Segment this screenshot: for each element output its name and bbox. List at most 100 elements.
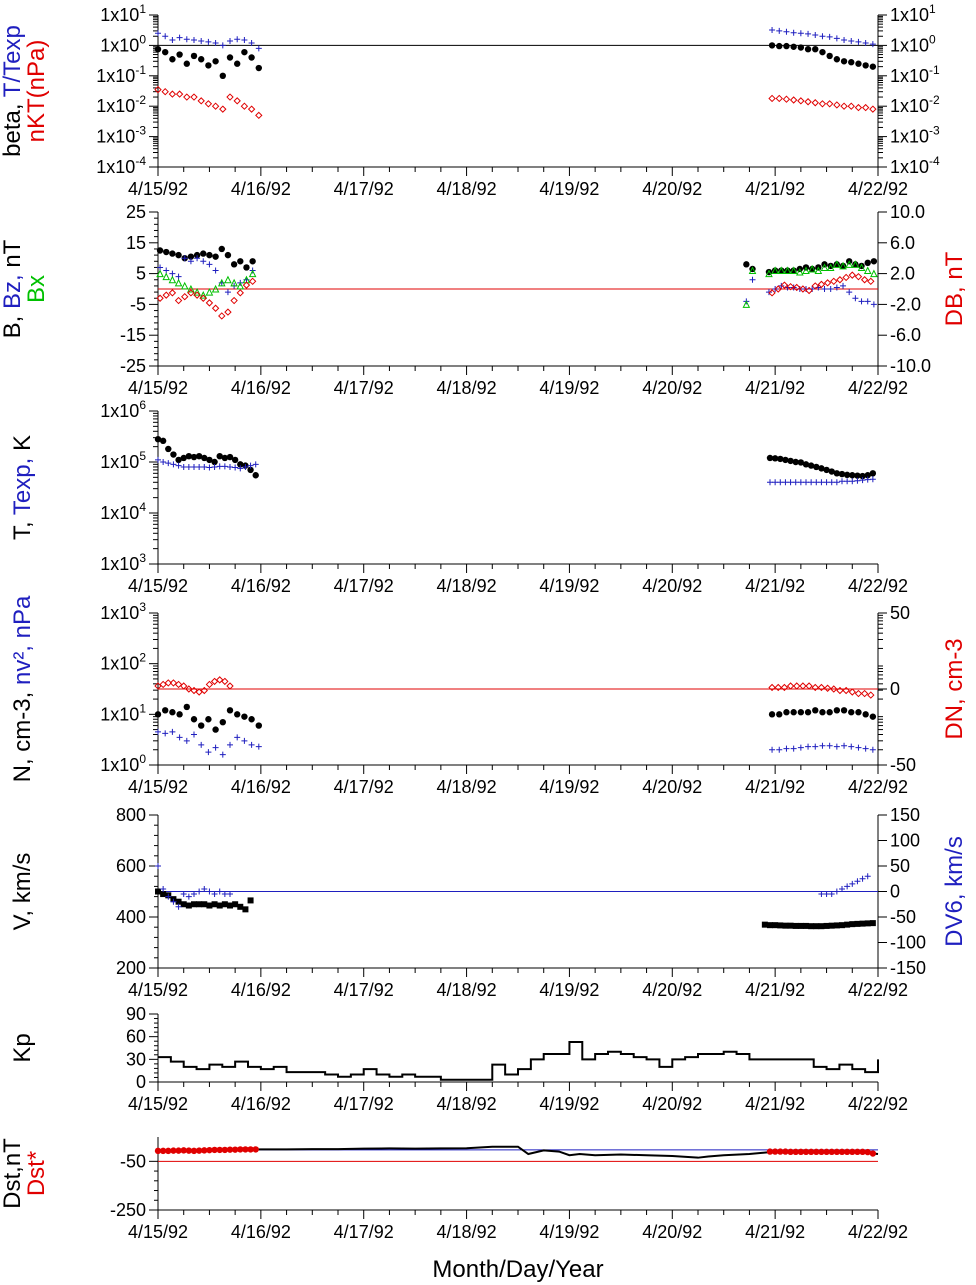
data-point bbox=[185, 1147, 193, 1154]
data-point bbox=[869, 105, 877, 113]
data-point bbox=[749, 276, 756, 283]
data-point bbox=[180, 891, 187, 898]
y-tick-label-right: 50 bbox=[890, 603, 910, 623]
data-point bbox=[869, 63, 877, 70]
data-point bbox=[845, 260, 854, 268]
data-point bbox=[776, 711, 783, 718]
data-point bbox=[248, 716, 255, 723]
y-axis-label-secondary: nKT(nPa) bbox=[23, 40, 50, 143]
data-point bbox=[221, 454, 229, 462]
data-point bbox=[247, 1146, 254, 1153]
data-point bbox=[777, 266, 786, 275]
data-point bbox=[792, 479, 799, 486]
data-point bbox=[782, 479, 789, 486]
data-point bbox=[811, 99, 819, 107]
data-point bbox=[185, 452, 193, 460]
data-point bbox=[771, 1148, 779, 1155]
x-tick-label: 4/19/92 bbox=[539, 378, 599, 398]
data-point bbox=[869, 41, 876, 48]
y-tick-label-right: -6.0 bbox=[890, 325, 921, 345]
data-point bbox=[211, 1146, 218, 1154]
data-point bbox=[811, 683, 819, 692]
data-point bbox=[227, 463, 233, 470]
data-point bbox=[169, 37, 176, 44]
data-point bbox=[176, 734, 183, 741]
x-tick-label: 4/15/92 bbox=[128, 576, 188, 596]
y-tick-label: 1x105 bbox=[100, 449, 146, 472]
data-point bbox=[175, 898, 182, 905]
data-point bbox=[854, 472, 861, 479]
data-point bbox=[821, 286, 828, 292]
data-point bbox=[869, 713, 877, 720]
data-point bbox=[864, 472, 871, 479]
data-point bbox=[858, 298, 865, 305]
data-point bbox=[224, 275, 232, 284]
data-point bbox=[160, 885, 167, 892]
data-point bbox=[198, 37, 205, 44]
data-point bbox=[154, 85, 162, 94]
y-tick-label-right: 1x101 bbox=[890, 2, 936, 25]
data-point bbox=[183, 703, 190, 711]
data-point bbox=[170, 898, 177, 905]
data-point bbox=[804, 98, 812, 106]
data-point bbox=[848, 59, 855, 66]
data-point bbox=[769, 746, 776, 753]
data-point bbox=[768, 711, 776, 718]
data-point bbox=[783, 42, 790, 50]
data-point bbox=[237, 465, 244, 472]
data-point bbox=[864, 1148, 871, 1156]
data-point bbox=[198, 722, 205, 729]
x-tick-label: 4/20/92 bbox=[642, 378, 702, 398]
x-tick-label: 4/19/92 bbox=[539, 576, 599, 596]
y-tick-label: -5 bbox=[130, 294, 146, 314]
data-point bbox=[830, 277, 838, 286]
data-point bbox=[761, 921, 768, 928]
y-tick-label: 60 bbox=[126, 1027, 146, 1047]
data-point bbox=[768, 94, 776, 103]
data-point bbox=[870, 301, 877, 308]
data-point bbox=[248, 39, 255, 46]
data-point bbox=[248, 741, 255, 748]
data-point bbox=[840, 282, 847, 289]
y-tick-label: 1x103 bbox=[100, 551, 146, 574]
data-point bbox=[232, 901, 239, 908]
data-point bbox=[205, 287, 214, 296]
data-point bbox=[793, 682, 801, 690]
data-point bbox=[847, 102, 855, 110]
data-point bbox=[175, 1147, 182, 1154]
data-point bbox=[768, 289, 776, 297]
data-point bbox=[812, 31, 819, 38]
data-point bbox=[833, 35, 840, 42]
data-point bbox=[826, 709, 833, 716]
y-tick-label: 1x101 bbox=[100, 701, 146, 724]
y-tick-label-right: -2.0 bbox=[890, 294, 921, 314]
data-point bbox=[819, 709, 826, 716]
data-point bbox=[216, 452, 223, 460]
data-point bbox=[769, 27, 776, 34]
data-point bbox=[248, 277, 257, 286]
data-point bbox=[805, 30, 812, 37]
data-point bbox=[206, 1146, 213, 1154]
y-tick-label: 1x10-3 bbox=[96, 124, 146, 147]
data-point bbox=[204, 100, 213, 108]
y-axis-label: T, Texp, K bbox=[9, 435, 36, 540]
x-tick-label: 4/15/92 bbox=[128, 980, 188, 1000]
x-tick-label: 4/18/92 bbox=[437, 1222, 497, 1242]
data-point bbox=[823, 479, 830, 486]
data-point bbox=[205, 749, 212, 756]
data-point bbox=[170, 1147, 177, 1154]
y-axis-label: Dst,nT bbox=[0, 1138, 26, 1209]
data-point bbox=[797, 97, 805, 105]
x-tick-label: 4/20/92 bbox=[642, 576, 702, 596]
data-point bbox=[864, 873, 871, 880]
data-point bbox=[227, 741, 233, 748]
data-point bbox=[181, 255, 188, 262]
data-point bbox=[233, 97, 241, 105]
y-tick-label-right: -150 bbox=[890, 958, 926, 978]
panel-temperature: 1x103 1x104 1x105 1x106 4/15/92 4/16/92 4/17/9… bbox=[9, 398, 908, 596]
data-point bbox=[201, 463, 208, 470]
data-point bbox=[190, 1147, 198, 1155]
data-point bbox=[776, 27, 783, 34]
y-tick-label-right: -10.0 bbox=[890, 356, 931, 376]
